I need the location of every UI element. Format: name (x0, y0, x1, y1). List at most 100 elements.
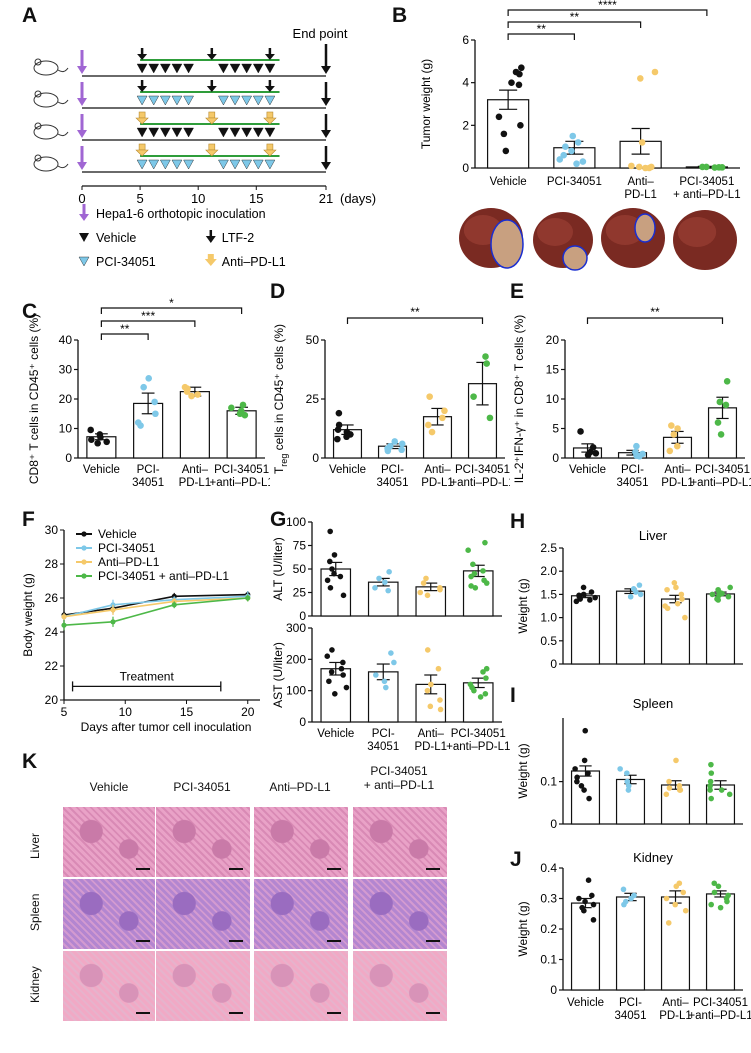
data-point (435, 665, 442, 672)
histology-column-label: Vehicle (89, 780, 129, 794)
y-tick-label: 0.1 (540, 775, 557, 789)
y-tick-label: 0 (550, 983, 557, 997)
histology-tile (352, 806, 448, 878)
data-point (426, 393, 433, 400)
data-point (582, 727, 589, 734)
treatment-triangle (148, 95, 160, 106)
data-point (439, 414, 446, 422)
data-point (420, 580, 427, 586)
treatment-triangle (183, 159, 194, 170)
day-tick-label: 5 (136, 191, 143, 206)
y-axis-label: Weight (g) (516, 743, 530, 798)
panel-label-i: I (510, 684, 516, 707)
data-point (482, 539, 488, 546)
scale-bar (229, 940, 243, 942)
data-point (97, 434, 104, 441)
bar (570, 902, 601, 991)
treatment-triangle (171, 63, 183, 74)
x-tick-label: PCI-34051 +anti–PD-L1 (690, 464, 751, 489)
data-point (334, 426, 342, 433)
y-tick-label: 24 (45, 625, 59, 639)
treatment-triangle (264, 159, 276, 170)
x-tick-label: 20 (241, 705, 255, 719)
significance-label: **** (598, 0, 617, 12)
treatment-triangle (264, 95, 276, 106)
data-point (624, 778, 631, 785)
data-point (572, 766, 578, 772)
significance-bracket (507, 33, 575, 40)
data-point (580, 591, 587, 598)
ltf2-arrowhead (206, 54, 217, 60)
x-tick-label: PCI-34051 (615, 997, 647, 1022)
inoculation-arrowhead (77, 98, 87, 106)
data-point (586, 795, 592, 802)
data-point (470, 561, 476, 568)
data-point (633, 589, 639, 595)
tumor-outline (490, 219, 524, 269)
data-point (590, 901, 597, 908)
y-tick-label: 22 (45, 659, 59, 673)
treatment-triangle (136, 63, 148, 74)
data-point (562, 143, 569, 150)
data-point (472, 585, 479, 591)
y-tick-label: 0.1 (540, 953, 557, 967)
data-point (620, 886, 627, 893)
x-tick-label: PCI-34051 (132, 464, 164, 489)
data-point (625, 787, 632, 793)
significance-bracket (507, 9, 708, 16)
end-arrowhead (321, 66, 331, 74)
bar (570, 595, 601, 665)
ltf2-arrowhead (264, 54, 275, 60)
data-point (508, 79, 515, 86)
scale-bar (229, 868, 243, 870)
treatment-triangle (241, 127, 253, 138)
y-tick-label: 50 (293, 562, 307, 576)
data-point (331, 570, 337, 577)
data-point (707, 787, 713, 793)
y-tick-label: 50 (306, 333, 320, 347)
treatment-triangle (264, 127, 276, 138)
data-point (480, 568, 486, 574)
significance-bracket (100, 333, 149, 340)
bar (615, 896, 646, 991)
panel-label-j: J (510, 848, 522, 871)
significance-label: ** (537, 22, 547, 36)
panel-label-a: A (22, 4, 38, 27)
data-point (621, 901, 627, 908)
y-tick-label: 0 (552, 451, 559, 465)
treatment-label: Treatment (120, 669, 175, 683)
data-point (636, 75, 644, 82)
bar (462, 682, 494, 723)
data-point (674, 600, 681, 607)
treatment-triangle (148, 127, 160, 138)
x-tick-label: Anti– PD-L1 (179, 464, 212, 489)
treatment-triangle (252, 95, 264, 106)
data-point (437, 697, 443, 703)
bar (179, 391, 210, 459)
data-point (465, 547, 471, 553)
tumor-outline (562, 245, 588, 271)
y-tick-label: 0 (550, 817, 557, 830)
data-point (324, 577, 331, 584)
data-point (682, 614, 688, 621)
antipdl1-arrow (208, 143, 216, 151)
x-tick-label: PCI-34051 (617, 464, 649, 489)
data-point (483, 580, 490, 586)
data-point (437, 586, 443, 593)
data-point (376, 575, 382, 582)
x-tick-label: Anti– PD-L1 (421, 464, 454, 489)
data-point (383, 684, 389, 691)
data-point (428, 428, 436, 436)
treatment-triangle (136, 159, 148, 170)
data-point (152, 410, 159, 418)
histology-column-label: Anti–PD-L1 (269, 780, 331, 794)
histology-tile (62, 806, 158, 878)
data-point (722, 401, 730, 409)
data-point (651, 68, 659, 76)
legend-marker (81, 573, 87, 579)
data-point (585, 770, 591, 776)
treatment-triangle (264, 63, 276, 74)
x-tick-label: Anti– PD-L1 (624, 176, 657, 200)
mouse-icon (33, 154, 69, 172)
liver-highlight (537, 218, 573, 246)
